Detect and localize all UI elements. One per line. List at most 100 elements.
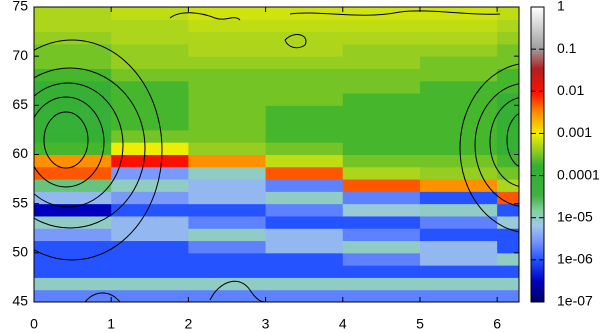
heatmap-cell (34, 43, 112, 57)
heatmap-cell (497, 191, 519, 205)
colorbar-tick-label: 1e-06 (557, 251, 593, 267)
heatmap-cell (265, 166, 344, 180)
heatmap-cell (34, 31, 112, 45)
heatmap-cell (265, 129, 344, 143)
heatmap-cell (111, 43, 189, 57)
heatmap-cell (342, 117, 421, 131)
heatmap-cell (188, 191, 267, 205)
colorbar-tick-label: 0.001 (557, 124, 592, 140)
heatmap-cell (342, 68, 421, 82)
heatmap-cell (342, 203, 421, 217)
heatmap-cell (342, 215, 421, 229)
heatmap-cell (419, 43, 498, 57)
heatmap-cell (111, 203, 189, 217)
heatmap-cell (188, 166, 267, 180)
heatmap-cell (497, 277, 519, 291)
heatmap-cell (265, 203, 344, 217)
heatmap-cell (265, 93, 344, 106)
heatmap-cell (265, 142, 344, 155)
heatmap-cell (265, 31, 344, 45)
contour (284, 34, 307, 49)
heatmap-cell (34, 228, 112, 242)
heatmap-cell (342, 129, 421, 143)
heatmap-cell (497, 228, 519, 242)
heatmap-cell (419, 252, 498, 266)
contour (34, 96, 105, 188)
heatmap-cell (265, 265, 344, 278)
heatmap-cell (188, 117, 267, 131)
heatmap-cell (111, 277, 189, 291)
x-tick-label: 3 (262, 316, 270, 332)
contour (489, 97, 519, 187)
heatmap-cell (497, 289, 519, 302)
heatmap-cell (111, 191, 189, 205)
heatmap-cell (265, 191, 344, 205)
x-tick-label: 4 (339, 316, 347, 332)
heatmap-cell (342, 7, 421, 20)
heatmap-cell (111, 56, 189, 69)
heatmap-cell (419, 93, 498, 106)
heatmap-cell (419, 154, 498, 168)
heatmap-cell (419, 289, 498, 302)
colorbar-tick-label: 1 (557, 0, 565, 14)
heatmap-cell (342, 252, 421, 266)
heatmap-cell (497, 68, 519, 82)
heatmap-cell (188, 19, 267, 33)
heatmap-cell (111, 215, 189, 229)
heatmap-cell (34, 117, 112, 131)
heatmap-cell (34, 252, 112, 266)
heatmap-cell (34, 240, 112, 254)
heatmap-cell (34, 19, 112, 33)
heatmap-cell (111, 228, 189, 242)
heatmap-cell (188, 289, 267, 302)
heatmap-cell (419, 80, 498, 94)
heatmap-cell (342, 43, 421, 57)
heatmap-cell (34, 166, 112, 180)
contour (506, 113, 519, 167)
heatmap-cell (419, 228, 498, 242)
heatmap-cell (497, 240, 519, 254)
heatmap-cell (188, 154, 267, 168)
heatmap-cell (265, 56, 344, 69)
heatmap-cell (188, 129, 267, 143)
heatmap-cell (419, 203, 498, 217)
heatmap-cell (419, 179, 498, 192)
heatmap-cell (497, 117, 519, 131)
heatmap-cell (111, 7, 189, 20)
contour (84, 292, 121, 302)
heatmap-cell (111, 289, 189, 302)
heatmap-cell (497, 31, 519, 45)
heatmap-cell (497, 203, 519, 217)
heatmap-cell (188, 56, 267, 69)
contour (169, 12, 241, 21)
heatmap-cell (111, 129, 189, 143)
heatmap-cell (34, 289, 112, 302)
heatmap-cell (342, 105, 421, 119)
heatmap-cell (34, 215, 112, 229)
heatmap-cell (188, 228, 267, 242)
heatmap-cell (111, 154, 189, 168)
heatmap-cell (265, 179, 344, 192)
heatmap-cell (497, 19, 519, 33)
heatmap-cell (188, 93, 267, 106)
heatmap-cell (188, 179, 267, 192)
heatmap-cell (265, 105, 344, 119)
contour (34, 39, 163, 261)
heatmap-cell (265, 117, 344, 131)
heatmap-cell (188, 215, 267, 229)
heatmap-cell (497, 43, 519, 57)
heatmap-cell (34, 203, 112, 217)
heatmap-cell (497, 179, 519, 192)
heatmap-cell (342, 277, 421, 291)
contour (459, 63, 519, 233)
heatmap-cell (34, 179, 112, 192)
heatmap-cell (419, 117, 498, 131)
x-tick-label: 1 (107, 316, 115, 332)
heatmap-cell (342, 265, 421, 278)
heatmap-cell (342, 93, 421, 106)
heatmap-cell (111, 31, 189, 45)
heatmap-cell (34, 93, 112, 106)
heatmap-cell (265, 289, 344, 302)
heatmap-cell (111, 80, 189, 94)
